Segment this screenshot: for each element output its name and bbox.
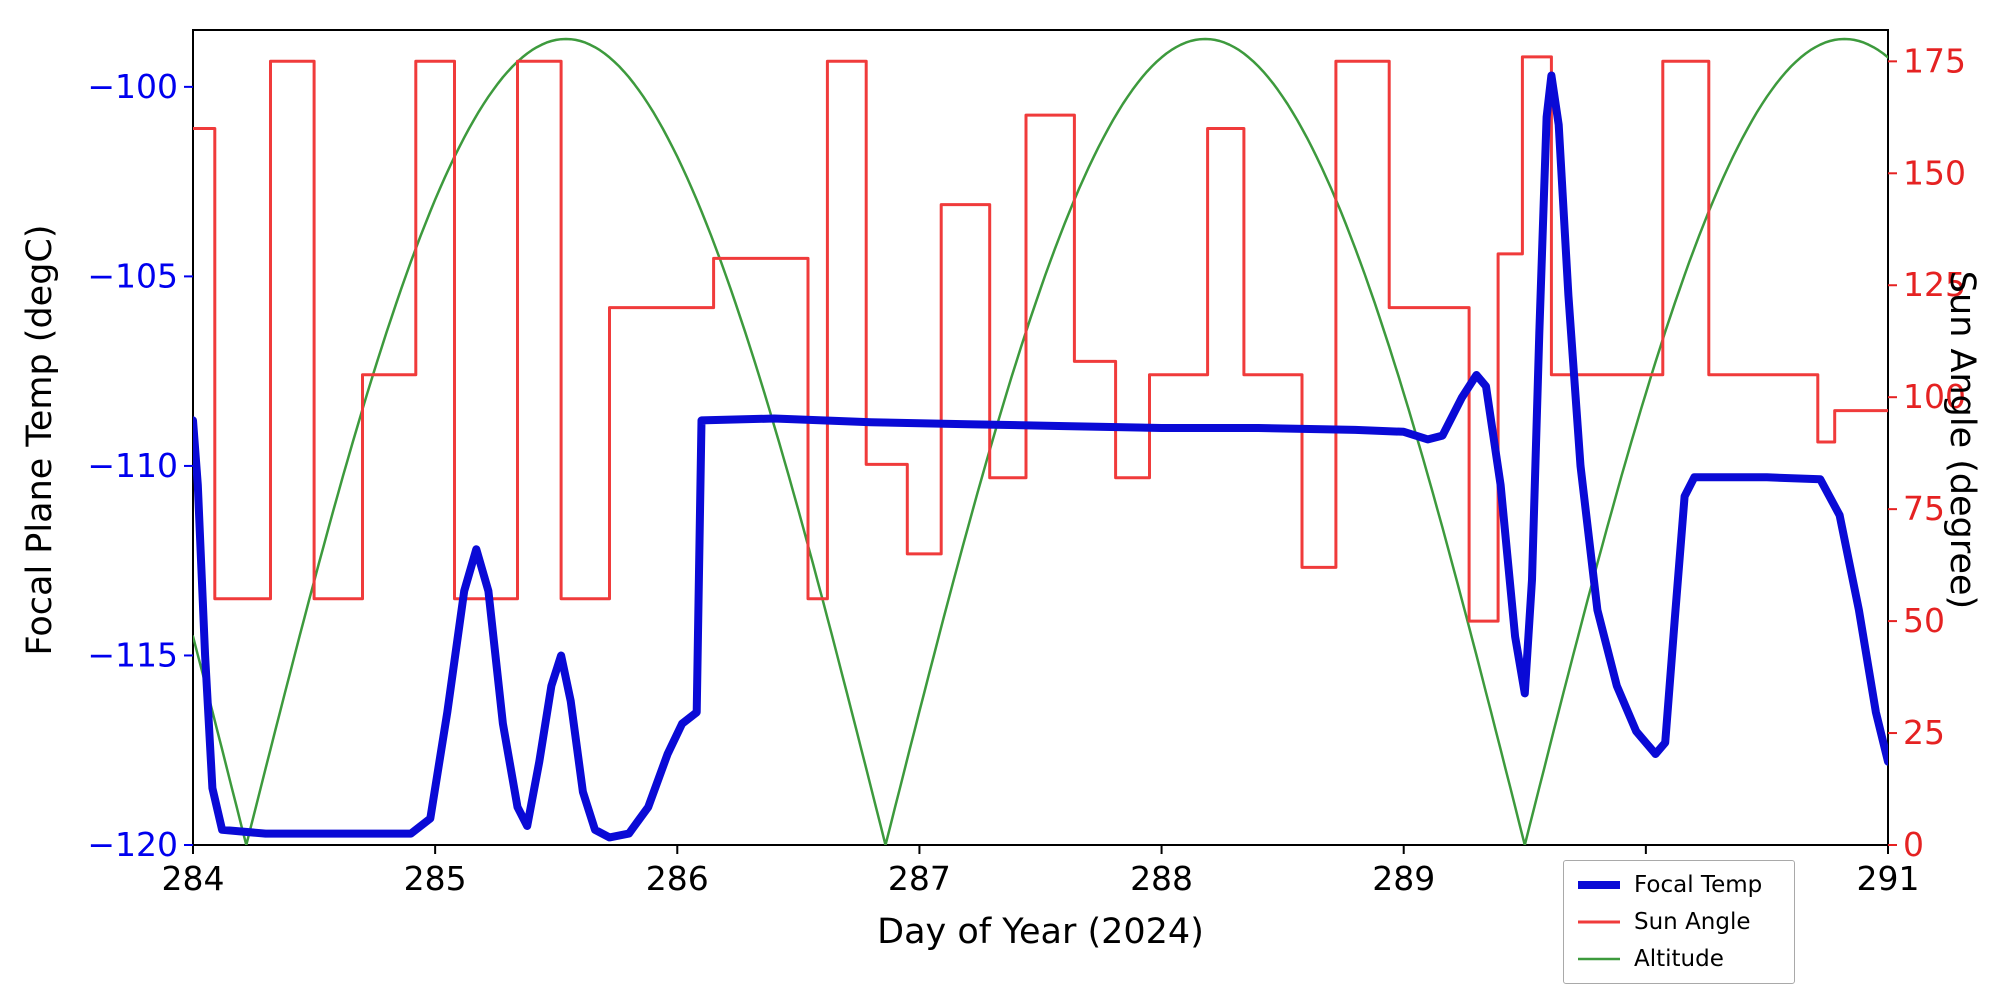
legend-label-altitude: Altitude bbox=[1634, 946, 1724, 972]
x-axis-label: Day of Year (2024) bbox=[877, 912, 1204, 952]
right-y-tick-label: 125 bbox=[1903, 265, 1966, 304]
series-line-focal-temp bbox=[193, 71, 1888, 842]
x-tick-label: 287 bbox=[888, 859, 951, 898]
left-y-tick-label: −110 bbox=[87, 446, 178, 485]
right-y-tick-label: 75 bbox=[1903, 489, 1945, 528]
legend-label-sun-angle: Sun Angle bbox=[1634, 909, 1751, 935]
legend-item-altitude: Altitude bbox=[1576, 944, 1782, 974]
left-y-tick-label: −100 bbox=[87, 67, 178, 106]
x-tick-label: 291 bbox=[1857, 859, 1920, 898]
legend-line-sun-angle-icon bbox=[1578, 920, 1620, 924]
right-y-tick-label: 100 bbox=[1903, 377, 1966, 416]
legend: Focal Temp Sun Angle Altitude bbox=[1563, 860, 1795, 984]
legend-label-focal-temp: Focal Temp bbox=[1634, 872, 1763, 898]
x-tick-label: 285 bbox=[404, 859, 467, 898]
series-line-sun-angle bbox=[193, 55, 1888, 623]
x-tick-label: 289 bbox=[1372, 859, 1435, 898]
legend-line-altitude-icon bbox=[1578, 957, 1620, 961]
x-tick-label: 284 bbox=[162, 859, 225, 898]
right-y-axis-label: Sun Angle (degree) bbox=[1942, 270, 1982, 610]
left-y-tick-label: −115 bbox=[87, 635, 178, 674]
left-y-axis-label: Focal Plane Temp (degC) bbox=[20, 224, 60, 656]
legend-item-sun-angle: Sun Angle bbox=[1576, 907, 1782, 937]
right-y-tick-label: 150 bbox=[1903, 153, 1966, 192]
right-y-tick-label: 0 bbox=[1903, 825, 1924, 864]
right-y-tick-label: 25 bbox=[1903, 713, 1945, 752]
right-y-tick-label: 50 bbox=[1903, 601, 1945, 640]
legend-item-focal-temp: Focal Temp bbox=[1576, 870, 1782, 900]
series-line-altitude bbox=[193, 37, 1888, 845]
left-y-tick-label: −105 bbox=[87, 256, 178, 295]
x-tick-label: 286 bbox=[646, 859, 709, 898]
series-group bbox=[193, 37, 1888, 845]
legend-line-focal-temp-icon bbox=[1578, 881, 1620, 889]
right-y-tick-label: 175 bbox=[1903, 41, 1966, 80]
x-tick-label: 288 bbox=[1130, 859, 1193, 898]
left-y-tick-label: −120 bbox=[87, 825, 178, 864]
